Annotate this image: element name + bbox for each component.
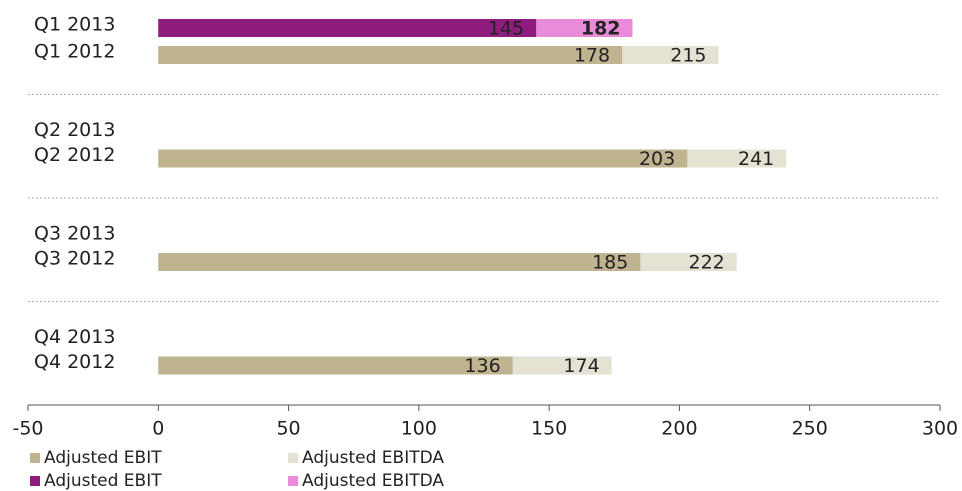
value-label: 215	[670, 45, 706, 67]
value-label: 145	[488, 18, 524, 40]
value-label: 222	[688, 252, 724, 274]
category-label: Q2 2012	[34, 144, 115, 166]
legend-swatch	[30, 453, 40, 463]
value-label: 136	[464, 355, 500, 377]
legend-label: Adjusted EBITDA	[302, 448, 444, 468]
category-label: Q2 2013	[34, 119, 115, 141]
legend-swatch	[30, 476, 40, 486]
category-label: Q1 2013	[34, 14, 115, 36]
bar	[158, 46, 623, 64]
bar	[158, 356, 513, 375]
x-tick-label: 50	[276, 418, 300, 440]
category-label: Q4 2012	[34, 351, 115, 373]
legend-label: Adjusted EBITDA	[302, 471, 444, 491]
legend-label: Adjusted EBIT	[44, 448, 162, 468]
value-label: 178	[574, 45, 610, 67]
x-tick-label: 200	[661, 418, 697, 440]
bar	[158, 19, 537, 37]
legend-label: Adjusted EBIT	[44, 471, 162, 491]
value-label: 182	[581, 18, 621, 40]
x-tick-label: 150	[531, 418, 567, 440]
legend-swatch	[288, 476, 298, 486]
x-tick-label: 0	[152, 418, 164, 440]
bar	[158, 253, 641, 271]
category-label: Q4 2013	[34, 326, 115, 348]
category-label: Q3 2012	[34, 248, 115, 270]
x-tick-label: 250	[792, 418, 828, 440]
value-label: 185	[592, 252, 628, 274]
category-label: Q3 2013	[34, 223, 115, 245]
value-label: 203	[639, 148, 675, 170]
x-tick-label: 100	[401, 418, 437, 440]
x-tick-label: 300	[922, 418, 958, 440]
x-tick-label: -50	[12, 418, 43, 440]
bar	[158, 149, 688, 168]
value-label: 241	[738, 148, 774, 170]
value-label: 174	[563, 355, 599, 377]
category-label: Q1 2012	[34, 41, 115, 63]
legend-swatch	[288, 453, 298, 463]
